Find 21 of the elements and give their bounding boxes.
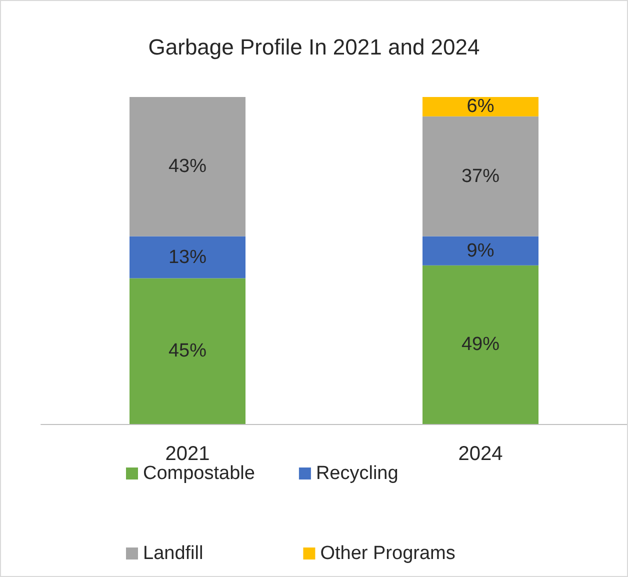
legend-label: Recycling [316, 463, 398, 484]
bar [130, 97, 246, 236]
data-label: 6% [466, 96, 494, 118]
bar [422, 97, 538, 116]
x-tick-label: 2024 [458, 443, 503, 465]
data-label: 37% [461, 166, 500, 187]
legend-label: Compostable [143, 463, 255, 484]
legend-label: Other Programs [320, 543, 456, 564]
bar [130, 278, 246, 424]
chart-title: Garbage Profile In 2021 and 2024 [148, 34, 480, 60]
bar [130, 236, 246, 278]
bar [422, 265, 538, 424]
data-label: 9% [466, 240, 494, 262]
legend-label: Landfill [143, 543, 204, 564]
data-label: 49% [461, 334, 500, 356]
x-tick-label: 2021 [165, 443, 210, 465]
bar [422, 236, 538, 266]
data-label: 45% [168, 340, 207, 362]
data-label: 13% [168, 246, 207, 268]
data-label: 43% [168, 156, 207, 178]
bar [422, 116, 538, 236]
